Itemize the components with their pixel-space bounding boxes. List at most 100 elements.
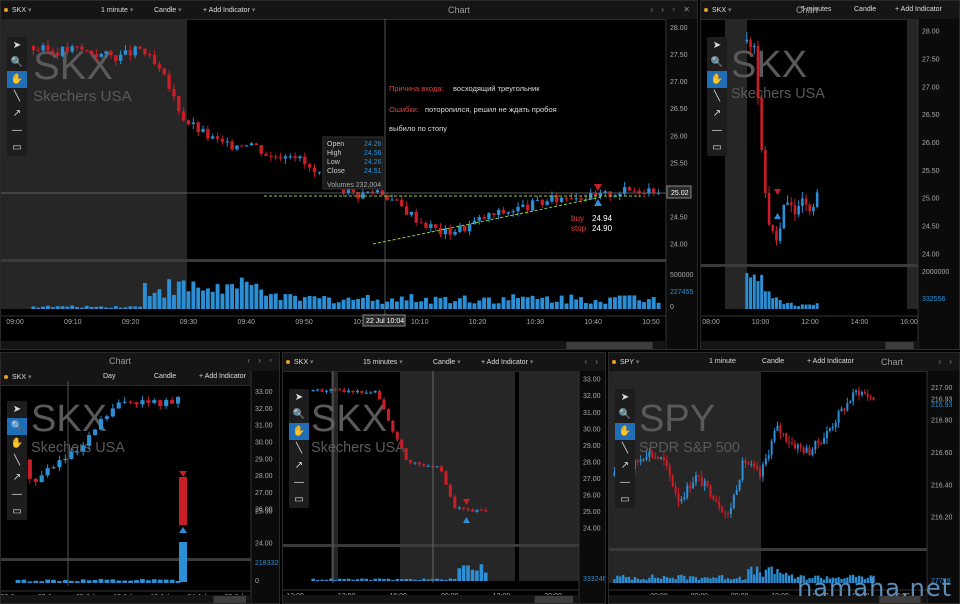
volume-bar xyxy=(760,274,764,309)
arrow-icon[interactable]: ↗ xyxy=(12,108,22,119)
error-label: Ошибки: xyxy=(389,105,419,114)
horizontal-line-icon[interactable]: — xyxy=(712,125,722,136)
candle-body xyxy=(706,480,709,486)
candle-body xyxy=(162,68,166,75)
horizontal-line-icon[interactable]: — xyxy=(12,489,22,500)
symbol-selector[interactable]: SKX ▾ xyxy=(4,6,31,14)
interval-selector[interactable]: Day xyxy=(103,373,116,380)
zoom-icon[interactable]: 🔍 xyxy=(7,418,27,435)
horizontal-line-icon[interactable]: — xyxy=(620,477,630,488)
line-icon[interactable]: ╲ xyxy=(13,91,21,102)
rectangle-icon[interactable]: ▭ xyxy=(712,142,722,153)
volume-bar xyxy=(230,284,235,309)
status-dot xyxy=(4,375,8,380)
line-icon[interactable]: ╲ xyxy=(713,91,721,102)
drawing-toolbar: ➤ 🔍 ✋ ╲ ↗ — ▭ xyxy=(7,401,27,520)
volume-bar xyxy=(435,578,439,581)
chart-type-selector[interactable]: Candle xyxy=(854,6,877,13)
candle-body xyxy=(801,198,804,206)
candle-body xyxy=(645,456,648,460)
arrow-icon[interactable]: ↗ xyxy=(12,472,22,483)
symbol-selector[interactable]: SPY ▾ xyxy=(612,358,639,366)
symbol-selector[interactable]: SKX ▾ xyxy=(4,373,31,381)
line-icon[interactable]: ╲ xyxy=(295,443,303,454)
rectangle-icon[interactable]: ▭ xyxy=(294,494,304,505)
add-indicator-button[interactable]: + Add Indicator ▾ xyxy=(203,7,256,14)
interval-selector[interactable]: 5 minutes xyxy=(801,6,832,13)
pointer-icon[interactable]: ➤ xyxy=(12,404,22,415)
chart-type-selector[interactable]: Candle ▾ xyxy=(154,7,182,14)
arrow-icon[interactable]: ↗ xyxy=(294,460,304,471)
candle-body xyxy=(196,122,200,132)
zoom-icon[interactable]: 🔍 xyxy=(292,409,306,420)
hand-icon[interactable]: ✋ xyxy=(10,438,24,449)
volume-bar xyxy=(94,306,99,309)
rectangle-icon[interactable]: ▭ xyxy=(12,506,22,517)
horizontal-line-icon[interactable]: — xyxy=(294,477,304,488)
hand-icon[interactable]: ✋ xyxy=(707,71,727,88)
interval-selector[interactable]: 15 minutes ▾ xyxy=(363,359,403,366)
pointer-icon[interactable]: ➤ xyxy=(712,40,722,51)
candle-body xyxy=(170,399,175,404)
candle-body xyxy=(360,390,364,393)
window-controls[interactable]: ‹ › ▫ ✕ xyxy=(650,5,693,14)
pointer-icon[interactable]: ➤ xyxy=(294,392,304,403)
arrow-icon[interactable]: ↗ xyxy=(620,460,630,471)
volume-bar xyxy=(753,574,756,583)
candle-body xyxy=(453,496,457,508)
pointer-icon[interactable]: ➤ xyxy=(620,392,630,403)
pointer-icon[interactable]: ➤ xyxy=(12,40,22,51)
candle-body xyxy=(791,442,794,444)
chart-type-selector[interactable]: Candle xyxy=(154,373,177,380)
add-indicator-button[interactable]: + Add Indicator xyxy=(807,358,854,365)
volume-bar xyxy=(320,579,324,581)
volume-bar xyxy=(822,579,826,583)
zoom-icon[interactable]: 🔍 xyxy=(710,57,724,68)
volume-bar xyxy=(337,578,342,581)
add-indicator-button[interactable]: + Add Indicator xyxy=(895,6,942,13)
hand-icon[interactable]: ✋ xyxy=(615,423,635,440)
zoom-icon[interactable]: 🔍 xyxy=(10,57,24,68)
symbol-selector[interactable]: SKX ▾ xyxy=(286,358,313,366)
zoom-icon[interactable]: 🔍 xyxy=(618,409,632,420)
volume-bar xyxy=(110,579,116,583)
volume-bar xyxy=(74,581,80,583)
volume-bar xyxy=(778,300,782,309)
window-controls[interactable]: ‹ › ▫ xyxy=(247,356,275,365)
time-tick-label: 09:50 xyxy=(295,319,313,326)
volume-separator xyxy=(1,558,251,561)
rectangle-icon[interactable]: ▭ xyxy=(620,494,630,505)
add-indicator-button[interactable]: + Add Indicator ▾ xyxy=(481,359,534,366)
chart-type-selector[interactable]: Candle ▾ xyxy=(433,359,461,366)
interval-selector[interactable]: 1 minute xyxy=(709,358,736,365)
candle-body xyxy=(662,457,665,461)
rectangle-icon[interactable]: ▭ xyxy=(12,142,22,153)
window-controls[interactable]: ‹ › xyxy=(938,357,955,366)
window-controls[interactable]: ‹ › xyxy=(584,357,601,366)
volume-bar xyxy=(785,572,788,583)
volume-bar xyxy=(157,579,163,583)
horizontal-line-icon[interactable]: — xyxy=(12,125,22,136)
candle-body xyxy=(63,458,68,461)
add-indicator-button[interactable]: + Add Indicator xyxy=(199,373,246,380)
interval-selector[interactable]: 1 minute ▾ xyxy=(101,7,134,14)
line-icon[interactable]: ╲ xyxy=(621,443,629,454)
arrow-icon[interactable]: ↗ xyxy=(712,108,722,119)
chart-type-selector[interactable]: Candle xyxy=(762,358,785,365)
symbol-selector[interactable]: SKX ▾ xyxy=(704,6,731,14)
volume-bar xyxy=(771,298,775,309)
line-icon[interactable]: ╲ xyxy=(13,455,21,466)
hand-icon[interactable]: ✋ xyxy=(7,71,27,88)
volume-bar xyxy=(574,299,579,309)
candle-body xyxy=(837,411,840,423)
time-tick-label: 10:00 xyxy=(752,319,770,326)
ohlc-value: 24.56 xyxy=(364,150,382,157)
hand-icon[interactable]: ✋ xyxy=(289,423,309,440)
volume-bar xyxy=(545,296,550,309)
volume-bar xyxy=(686,579,689,583)
